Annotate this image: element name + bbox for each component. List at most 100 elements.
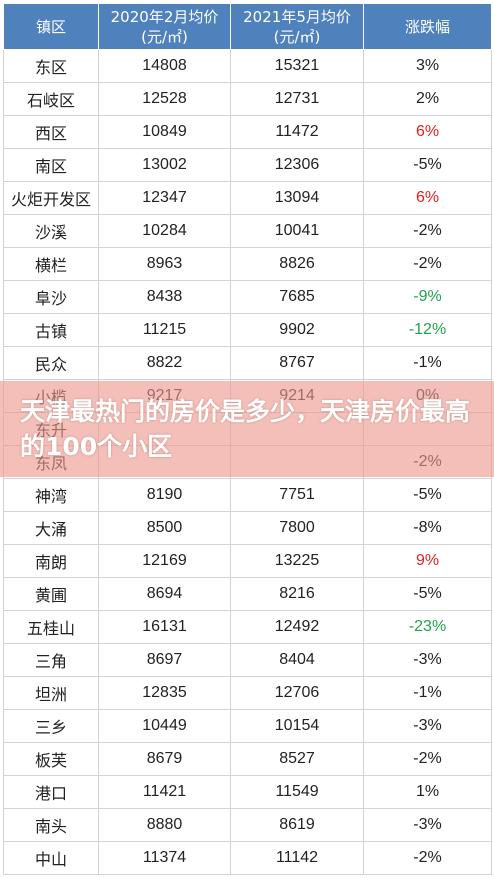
cell-town: 民众: [3, 346, 99, 380]
cell-price-2021: 11142: [230, 841, 364, 875]
cell-town: 板芙: [3, 742, 99, 776]
cell-price-2020: 8963: [98, 247, 231, 281]
cell-price-2021: 13094: [230, 181, 364, 215]
cell-price-2020: 12835: [98, 676, 231, 710]
cell-price-2020: 8438: [98, 280, 231, 314]
cell-change: -2%: [363, 841, 492, 875]
table-row: 黄圃 8694 8216 -5%: [3, 577, 492, 611]
cell-price-2021: 7685: [230, 280, 364, 314]
cell-price-2021: 12492: [230, 610, 364, 644]
cell-change: -2%: [363, 214, 492, 248]
table-row: 板芙 8679 8527 -2%: [3, 742, 492, 776]
cell-price-2021: 11549: [230, 775, 364, 809]
cell-town: 三角: [3, 643, 99, 677]
table-row: 民众 8822 8767 -1%: [3, 346, 492, 380]
cell-town: 火炬开发区: [3, 181, 99, 215]
table-row: 火炬开发区 12347 13094 6%: [3, 181, 492, 215]
cell-price-2020: 12347: [98, 181, 231, 215]
cell-price-2021: 8527: [230, 742, 364, 776]
cell-price-2020: 10284: [98, 214, 231, 248]
cell-price-2021: 8404: [230, 643, 364, 677]
header-change: 涨跌幅: [363, 3, 492, 50]
cell-change: -2%: [363, 742, 492, 776]
cell-price-2021: 12706: [230, 676, 364, 710]
cell-change: 9%: [363, 544, 492, 578]
header-price-2020-line1: 2020年2月均价: [110, 7, 219, 26]
cell-change: 2%: [363, 82, 492, 116]
cell-change: 6%: [363, 181, 492, 215]
cell-change: -2%: [363, 247, 492, 281]
cell-change: -5%: [363, 148, 492, 182]
cell-price-2021: 7800: [230, 511, 364, 545]
header-price-2020: 2020年2月均价 (元/㎡): [98, 3, 231, 50]
cell-price-2021: 10041: [230, 214, 364, 248]
cell-price-2020: 11374: [98, 841, 231, 875]
cell-change: -8%: [363, 511, 492, 545]
cell-price-2020: 10849: [98, 115, 231, 149]
cell-change: -1%: [363, 676, 492, 710]
cell-town: 坦洲: [3, 676, 99, 710]
cell-price-2020: 14808: [98, 49, 231, 83]
table-row: 坦洲 12835 12706 -1%: [3, 676, 492, 710]
cell-change: -3%: [363, 808, 492, 842]
header-price-2021: 2021年5月均价 (元/㎡): [230, 3, 364, 50]
cell-price-2021: 8826: [230, 247, 364, 281]
table-row: 古镇 11215 9902 -12%: [3, 313, 492, 347]
cell-price-2021: 8216: [230, 577, 364, 611]
cell-price-2021: 8619: [230, 808, 364, 842]
header-price-2020-line2: (元/㎡): [141, 27, 188, 46]
cell-town: 港口: [3, 775, 99, 809]
cell-change: -1%: [363, 346, 492, 380]
table-row: 港口 11421 11549 1%: [3, 775, 492, 809]
cell-town: 南头: [3, 808, 99, 842]
cell-price-2020: 8500: [98, 511, 231, 545]
cell-town: 神湾: [3, 478, 99, 512]
banner-title: 天津最热门的房价是多少，天津房价最高的100个小区: [20, 397, 471, 461]
cell-town: 西区: [3, 115, 99, 149]
cell-price-2020: 12528: [98, 82, 231, 116]
cell-town: 阜沙: [3, 280, 99, 314]
cell-price-2021: 12731: [230, 82, 364, 116]
cell-change: -3%: [363, 643, 492, 677]
header-price-2021-line2: (元/㎡): [273, 27, 321, 46]
table-row: 五桂山 16131 12492 -23%: [3, 610, 492, 644]
table-row: 石岐区 12528 12731 2%: [3, 82, 492, 116]
cell-change: 1%: [363, 775, 492, 809]
cell-price-2021: 10154: [230, 709, 364, 743]
cell-town: 五桂山: [3, 610, 99, 644]
table-row: 中山 11374 11142 -2%: [3, 841, 492, 875]
table-row: 东区 14808 15321 3%: [3, 49, 492, 83]
cell-town: 三乡: [3, 709, 99, 743]
cell-price-2020: 8880: [98, 808, 231, 842]
cell-change: 3%: [363, 49, 492, 83]
table-row: 南头 8880 8619 -3%: [3, 808, 492, 842]
cell-price-2020: 8679: [98, 742, 231, 776]
header-town: 镇区: [3, 3, 99, 50]
cell-price-2020: 12169: [98, 544, 231, 578]
cell-price-2021: 9902: [230, 313, 364, 347]
cell-town: 横栏: [3, 247, 99, 281]
cell-price-2020: 11421: [98, 775, 231, 809]
cell-town: 南区: [3, 148, 99, 182]
cell-town: 黄圃: [3, 577, 99, 611]
table-row: 三乡 10449 10154 -3%: [3, 709, 492, 743]
header-price-2021-line1: 2021年5月均价: [243, 7, 351, 26]
cell-price-2021: 15321: [230, 49, 364, 83]
cell-town: 东区: [3, 49, 99, 83]
table-row: 横栏 8963 8826 -2%: [3, 247, 492, 281]
table-row: 阜沙 8438 7685 -9%: [3, 280, 492, 314]
cell-town: 南朗: [3, 544, 99, 578]
cell-change: -5%: [363, 478, 492, 512]
cell-town: 中山: [3, 841, 99, 875]
cell-price-2021: 13225: [230, 544, 364, 578]
cell-price-2020: 11215: [98, 313, 231, 347]
cell-price-2021: 11472: [230, 115, 364, 149]
table-row: 南区 13002 12306 -5%: [3, 148, 492, 182]
cell-price-2020: 8190: [98, 478, 231, 512]
table-header-row: 镇区 2020年2月均价 (元/㎡) 2021年5月均价 (元/㎡) 涨跌幅: [3, 3, 492, 50]
cell-price-2020: 10449: [98, 709, 231, 743]
cell-price-2020: 8697: [98, 643, 231, 677]
cell-change: -3%: [363, 709, 492, 743]
cell-change: -23%: [363, 610, 492, 644]
cell-price-2021: 12306: [230, 148, 364, 182]
